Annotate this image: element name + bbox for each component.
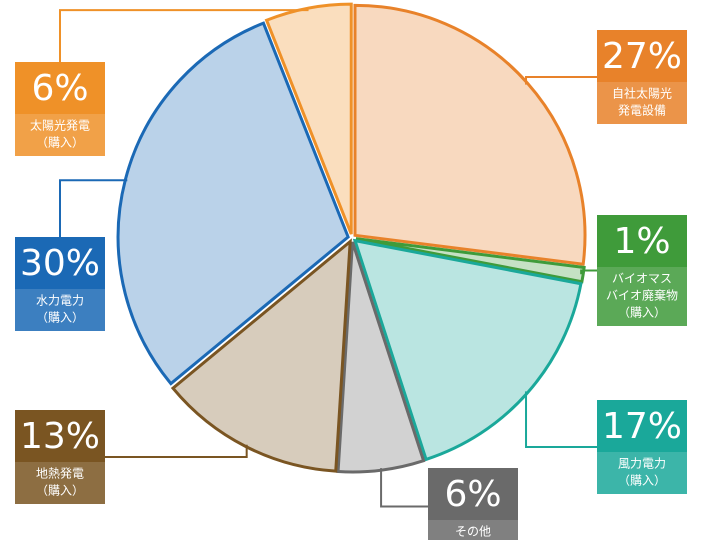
percent-label: 17%: [602, 406, 682, 447]
category-label: （購入）: [36, 136, 84, 150]
category-label: （購入）: [36, 311, 84, 325]
label-box-lower: [597, 82, 687, 124]
leader-line: [525, 76, 597, 85]
label-box: [597, 30, 687, 124]
label-box-lower: [597, 452, 687, 494]
category-label: （購入）: [36, 484, 84, 498]
category-label: バイオ廃棄物: [606, 288, 678, 303]
leader-line: [59, 9, 309, 62]
percent-label: 6%: [31, 68, 88, 109]
percent-label: 27%: [602, 36, 682, 77]
category-label: 発電設備: [618, 103, 666, 118]
label-box: [15, 410, 105, 504]
percent-label: 6%: [444, 474, 501, 515]
label-box: [597, 400, 687, 494]
label-box: [428, 468, 518, 540]
percent-label: 1%: [613, 221, 670, 262]
category-label: （購入）: [618, 306, 666, 320]
leader-line: [525, 391, 597, 448]
leader-line: [105, 444, 248, 458]
category-label: 太陽光発電: [30, 118, 90, 133]
leader-line: [380, 468, 428, 508]
label-box: [597, 215, 687, 326]
category-label: （購入）: [618, 474, 666, 488]
pie-slice: [355, 237, 586, 284]
label-box-lower: [597, 267, 687, 326]
label-box-lower: [15, 114, 105, 156]
leader-line: [59, 179, 128, 237]
label-box-lower: [428, 520, 518, 540]
label-box-lower: [15, 462, 105, 504]
category-label: バイオマス: [612, 272, 672, 286]
percent-label: 30%: [20, 243, 100, 284]
category-label: 自社太陽光: [612, 86, 672, 101]
pie-slice: [352, 238, 583, 462]
category-label: 水力電力: [36, 294, 84, 308]
category-label: 地熱発電: [36, 467, 84, 481]
pie-slice: [264, 2, 353, 235]
label-box: [15, 62, 105, 156]
percent-label: 13%: [20, 416, 100, 457]
category-label: 風力電力: [618, 457, 666, 471]
pie-slice: [353, 3, 587, 266]
label-box-lower: [15, 289, 105, 331]
category-label: その他: [455, 525, 491, 539]
leader-line: [580, 269, 597, 275]
label-box: [15, 237, 105, 331]
